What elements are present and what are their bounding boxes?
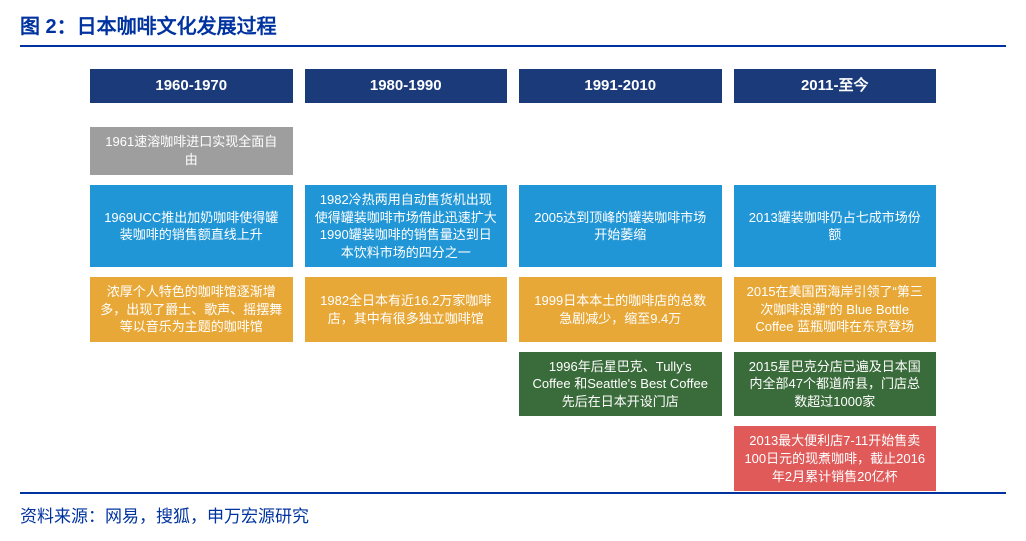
timeline-grid: 1960-1970 1980-1990 1991-2010 2011-至今 1961速溶… — [90, 69, 936, 491]
timeline-cell-r4-c3: 2013最大便利店7-11开始售卖100日元的现煮咖啡，截止2016年2月累计销… — [734, 426, 937, 491]
figure-title: 图 2：日本咖啡文化发展过程 — [20, 10, 1006, 45]
period-header-0: 1960-1970 — [90, 69, 293, 103]
footer-line — [20, 492, 1006, 494]
timeline-cell-r2-c2: 1999日本本土的咖啡店的总数急剧减少，缩至9.4万 — [519, 277, 722, 342]
figure-title-bar: 图 2：日本咖啡文化发展过程 — [20, 10, 1006, 47]
timeline-cell-r1-c1: 1982冷热两用自动售货机出现使得罐装咖啡市场借此迅速扩大1990罐装咖啡的销售… — [305, 185, 508, 267]
period-header-1: 1980-1990 — [305, 69, 508, 103]
timeline-cell-r2-c0: 浓厚个人特色的咖啡馆逐渐增多，出现了爵士、歌声、摇摆舞等以音乐为主题的咖啡馆 — [90, 277, 293, 342]
timeline-cell-r0-c0: 1961速溶咖啡进口实现全面自由 — [90, 127, 293, 175]
timeline-cell-r1-c0: 1969UCC推出加奶咖啡使得罐装咖啡的销售额直线上升 — [90, 185, 293, 267]
figure-source: 资料来源：网易，搜狐，申万宏源研究 — [20, 502, 1006, 527]
timeline-cell-r2-c1: 1982全日本有近16.2万家咖啡店，其中有很多独立咖啡馆 — [305, 277, 508, 342]
timeline-cell-r3-c2: 1996年后星巴克、Tully's Coffee 和Seattle's Best… — [519, 352, 722, 417]
period-header-3: 2011-至今 — [734, 69, 937, 103]
figure-footer: 资料来源：网易，搜狐，申万宏源研究 — [20, 492, 1006, 527]
timeline-grid-wrap: 1960-1970 1980-1990 1991-2010 2011-至今 1961速溶… — [20, 69, 1006, 491]
title-underline — [20, 45, 1006, 47]
timeline-cell-r3-c3: 2015星巴克分店已遍及日本国内全部47个都道府县，门店总数超过1000家 — [734, 352, 937, 417]
timeline-cell-r1-c2: 2005达到顶峰的罐装咖啡市场开始萎缩 — [519, 185, 722, 267]
period-header-2: 1991-2010 — [519, 69, 722, 103]
timeline-cell-r1-c3: 2013罐装咖啡仍占七成市场份额 — [734, 185, 937, 267]
timeline-cell-r2-c3: 2015在美国西海岸引领了“第三次咖啡浪潮”的 Blue Bottle Coff… — [734, 277, 937, 342]
